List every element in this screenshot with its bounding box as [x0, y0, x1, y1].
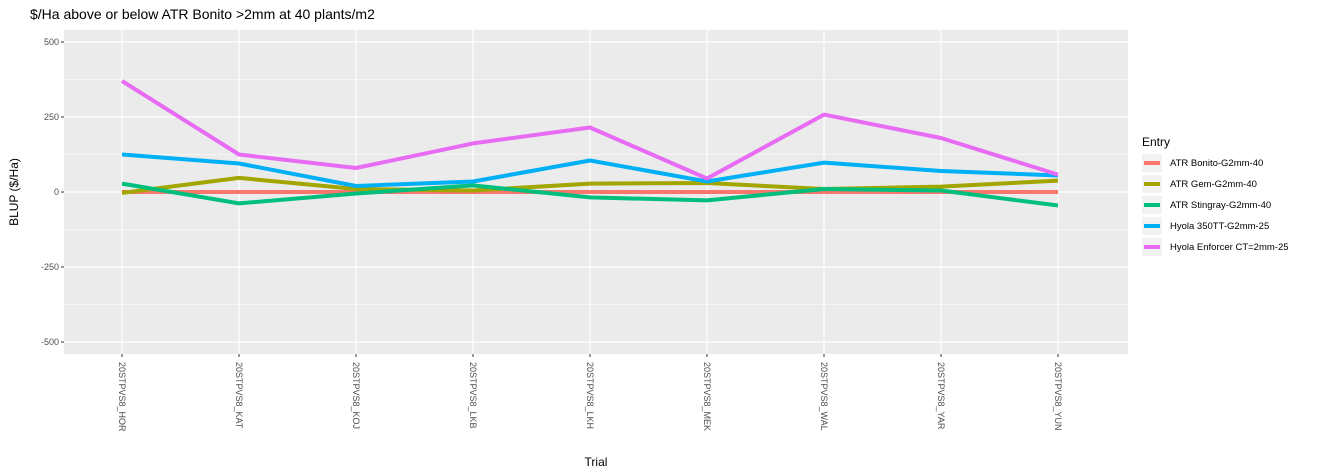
series-line [121, 181, 1059, 208]
y-tick-label: -250 [41, 262, 59, 272]
x-tick-label: 20STPVS8_MEK [702, 362, 712, 431]
legend-title: Entry [1142, 135, 1170, 149]
x-tick-label: 20STPVS8_KAT [234, 362, 244, 429]
x-tick-label: 20STPVS8_HOR [117, 362, 127, 432]
series-line [120, 79, 1059, 181]
x-axis-title: Trial [585, 455, 608, 469]
legend-label: ATR Bonito-G2mm-40 [1170, 158, 1263, 169]
series-line [121, 175, 1059, 195]
y-tick-label: 250 [44, 112, 59, 122]
x-tick-label: 20STPVS8_YUN [1053, 362, 1063, 431]
legend: Entry ATR Bonito-G2mm-40 ATR Gem-G2mm-40 A… [1142, 135, 1289, 256]
y-tick-label: 500 [44, 37, 59, 47]
x-tick-label: 20STPVS8_KOJ [351, 362, 361, 429]
legend-label: Hyola Enforcer CT=2mm-25 [1170, 242, 1289, 253]
x-tick-label: 20STPVS8_LKH [585, 362, 595, 429]
legend-label: Hyola 350TT-G2mm-25 [1170, 221, 1269, 232]
x-tick-label: 20STPVS8_LKB [468, 362, 478, 429]
legend-label: ATR Stingray-G2mm-40 [1170, 200, 1271, 211]
x-tick-label: 20STPVS8_YAR [936, 362, 946, 430]
y-axis: -500 -250 0 250 500 [41, 37, 64, 347]
x-axis: 20STPVS8_HOR 20STPVS8_KAT 20STPVS8_KOJ 20ST… [117, 354, 1063, 432]
y-axis-title: BLUP ($/Ha) [7, 158, 21, 226]
x-tick-label: 20STPVS8_WAL [819, 362, 829, 431]
y-tick-label: 0 [54, 187, 59, 197]
legend-label: ATR Gem-G2mm-40 [1170, 179, 1257, 190]
series-line [121, 152, 1059, 188]
chart-title: $/Ha above or below ATR Bonito >2mm at 4… [30, 6, 375, 22]
series-lines [120, 79, 1059, 208]
y-tick-label: -500 [41, 337, 59, 347]
